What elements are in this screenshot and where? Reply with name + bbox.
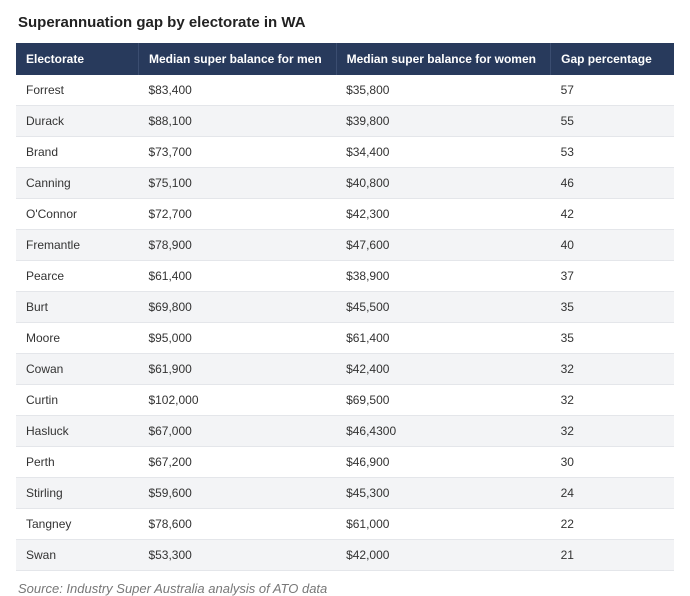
col-header-electorate: Electorate [16,43,138,75]
cell-electorate: Forrest [16,75,138,106]
cell-men: $83,400 [138,75,336,106]
cell-women: $61,000 [336,509,551,540]
cell-electorate: Swan [16,540,138,571]
cell-electorate: Hasluck [16,416,138,447]
table-row: Hasluck$67,000$46,430032 [16,416,674,447]
cell-gap: 35 [551,292,674,323]
table-row: Perth$67,200$46,90030 [16,447,674,478]
table-row: Cowan$61,900$42,40032 [16,354,674,385]
table-row: Curtin$102,000$69,50032 [16,385,674,416]
cell-women: $45,300 [336,478,551,509]
cell-women: $61,400 [336,323,551,354]
cell-women: $38,900 [336,261,551,292]
cell-gap: 55 [551,106,674,137]
cell-electorate: Tangney [16,509,138,540]
cell-men: $88,100 [138,106,336,137]
cell-women: $34,400 [336,137,551,168]
source-line: Source: Industry Super Australia analysi… [18,581,674,596]
cell-gap: 53 [551,137,674,168]
cell-men: $67,200 [138,447,336,478]
cell-electorate: Brand [16,137,138,168]
cell-gap: 57 [551,75,674,106]
table-row: Burt$69,800$45,50035 [16,292,674,323]
col-header-gap: Gap percentage [551,43,674,75]
cell-men: $69,800 [138,292,336,323]
cell-electorate: O'Connor [16,199,138,230]
cell-gap: 37 [551,261,674,292]
cell-gap: 22 [551,509,674,540]
col-header-women: Median super balance for women [336,43,551,75]
cell-women: $42,300 [336,199,551,230]
cell-gap: 46 [551,168,674,199]
table-row: Moore$95,000$61,40035 [16,323,674,354]
cell-electorate: Curtin [16,385,138,416]
cell-men: $95,000 [138,323,336,354]
table-row: Fremantle$78,900$47,60040 [16,230,674,261]
cell-men: $78,600 [138,509,336,540]
table-row: Swan$53,300$42,00021 [16,540,674,571]
cell-electorate: Stirling [16,478,138,509]
cell-electorate: Cowan [16,354,138,385]
page-container: Superannuation gap by electorate in WA E… [0,0,690,567]
cell-women: $46,4300 [336,416,551,447]
table-row: Forrest$83,400$35,80057 [16,75,674,106]
cell-electorate: Pearce [16,261,138,292]
cell-gap: 32 [551,385,674,416]
super-gap-table: Electorate Median super balance for men … [16,43,674,571]
col-header-men: Median super balance for men [138,43,336,75]
cell-women: $35,800 [336,75,551,106]
table-header-row: Electorate Median super balance for men … [16,43,674,75]
cell-gap: 35 [551,323,674,354]
table-row: Stirling$59,600$45,30024 [16,478,674,509]
table-row: Tangney$78,600$61,00022 [16,509,674,540]
cell-women: $42,400 [336,354,551,385]
cell-women: $42,000 [336,540,551,571]
table-row: Durack$88,100$39,80055 [16,106,674,137]
cell-electorate: Burt [16,292,138,323]
cell-electorate: Moore [16,323,138,354]
cell-men: $61,400 [138,261,336,292]
cell-women: $39,800 [336,106,551,137]
table-row: O'Connor$72,700$42,30042 [16,199,674,230]
cell-women: $69,500 [336,385,551,416]
cell-gap: 32 [551,354,674,385]
cell-men: $59,600 [138,478,336,509]
table-row: Brand$73,700$34,40053 [16,137,674,168]
cell-men: $102,000 [138,385,336,416]
cell-electorate: Perth [16,447,138,478]
cell-electorate: Durack [16,106,138,137]
cell-electorate: Fremantle [16,230,138,261]
cell-men: $61,900 [138,354,336,385]
cell-women: $46,900 [336,447,551,478]
cell-gap: 42 [551,199,674,230]
cell-men: $73,700 [138,137,336,168]
cell-women: $40,800 [336,168,551,199]
table-row: Pearce$61,400$38,90037 [16,261,674,292]
cell-women: $45,500 [336,292,551,323]
cell-men: $53,300 [138,540,336,571]
cell-women: $47,600 [336,230,551,261]
cell-gap: 21 [551,540,674,571]
cell-gap: 32 [551,416,674,447]
table-row: Canning$75,100$40,80046 [16,168,674,199]
cell-gap: 30 [551,447,674,478]
cell-men: $78,900 [138,230,336,261]
cell-men: $72,700 [138,199,336,230]
table-body: Forrest$83,400$35,80057Durack$88,100$39,… [16,75,674,571]
page-title: Superannuation gap by electorate in WA [18,14,674,31]
cell-gap: 40 [551,230,674,261]
cell-electorate: Canning [16,168,138,199]
cell-men: $67,000 [138,416,336,447]
cell-men: $75,100 [138,168,336,199]
cell-gap: 24 [551,478,674,509]
